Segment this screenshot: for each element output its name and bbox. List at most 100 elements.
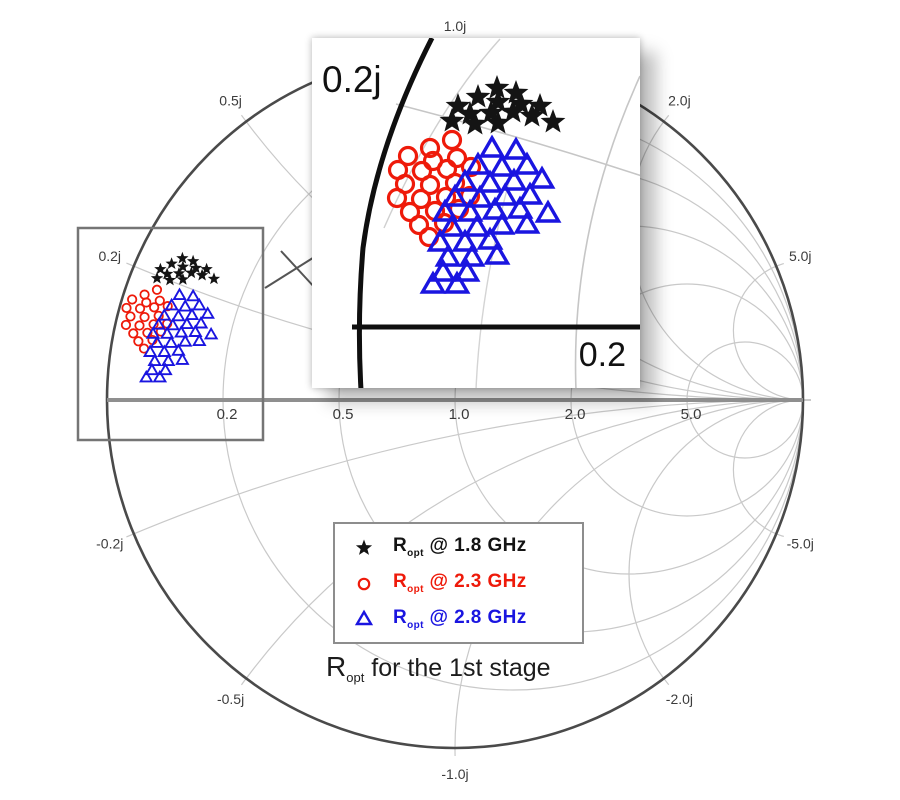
triangle-marker	[513, 210, 541, 234]
reactance-tick-label: 0.2j	[98, 248, 121, 264]
inset-points-circle	[386, 129, 482, 248]
triangle-marker	[200, 306, 215, 319]
triangle-marker	[464, 151, 492, 175]
star-marker	[176, 260, 190, 272]
circle-marker	[446, 147, 468, 169]
circle-marker	[386, 187, 408, 209]
triangle-marker	[185, 288, 201, 302]
triangle-marker	[161, 353, 176, 367]
star-marker	[485, 89, 511, 113]
triangle-marker	[453, 258, 481, 282]
triangle-marker	[157, 344, 172, 357]
star-marker	[176, 251, 189, 264]
circle-marker	[127, 294, 138, 305]
circle-marker	[357, 577, 371, 591]
triangle-marker	[488, 211, 516, 235]
triangle-marker	[144, 362, 160, 376]
main-points-triangle	[139, 287, 219, 383]
caption-r: R	[326, 651, 347, 682]
triangle-marker	[438, 213, 466, 237]
circle-marker	[121, 302, 132, 314]
triangle-marker	[171, 308, 186, 322]
circle-marker	[134, 303, 146, 314]
triangle-marker	[163, 335, 179, 348]
inset-grid-arc	[475, 169, 513, 388]
triangle-marker	[149, 335, 165, 348]
circle-marker	[125, 311, 136, 322]
triangle-marker	[419, 270, 447, 294]
star-marker	[519, 103, 545, 127]
circle-marker	[410, 188, 432, 210]
inset-points-triangle	[419, 134, 562, 294]
triangle-marker	[157, 308, 172, 321]
triangle-marker	[165, 317, 180, 331]
legend-marker-triangle-icon	[335, 607, 393, 631]
circle-marker	[134, 320, 145, 331]
circle-marker	[419, 137, 441, 159]
caption-text: for the 1st stage	[364, 654, 551, 682]
circle-marker	[149, 302, 160, 313]
star-marker	[484, 75, 510, 99]
star-marker	[485, 110, 511, 134]
triangle-marker	[516, 181, 544, 205]
star-marker	[508, 91, 534, 115]
triangle-marker	[431, 198, 459, 222]
triangle-marker	[179, 316, 195, 330]
triangle-marker	[426, 228, 454, 252]
star-marker	[465, 84, 491, 108]
reactance-tick-label: -0.2j	[96, 536, 123, 552]
main-points-star	[150, 251, 221, 286]
triangle-marker	[463, 213, 491, 237]
legend-label-2-3ghz: Ropt @ 2.3 GHz	[393, 571, 527, 595]
star-marker	[478, 100, 504, 124]
triangle-marker	[481, 196, 509, 220]
real-tick-label: 1.0	[449, 406, 470, 423]
real-tick-label: 5.0	[681, 406, 702, 423]
star-marker	[355, 539, 373, 555]
star-marker	[500, 99, 526, 123]
circle-marker	[154, 295, 165, 306]
star-marker	[160, 267, 174, 280]
triangle-marker	[164, 297, 179, 311]
reactance-tick-label: 0.5j	[219, 93, 242, 109]
star-marker	[150, 271, 164, 284]
triangle-marker	[354, 609, 374, 626]
triangle-marker	[172, 287, 187, 301]
legend-marker-star-icon	[335, 535, 393, 559]
star-marker	[207, 272, 221, 285]
legend-row-1: Ropt @ 2.3 GHz	[335, 566, 582, 600]
circle-marker	[408, 214, 430, 236]
star-marker	[503, 80, 529, 104]
reactance-tick-label: 1.0j	[444, 18, 467, 34]
reactance-tick-label: 5.0j	[789, 248, 812, 264]
zoom-leader-line	[264, 255, 317, 289]
triangle-marker	[451, 228, 479, 252]
circle-marker	[151, 284, 163, 295]
triangle-marker	[159, 326, 175, 339]
triangle-marker	[174, 325, 189, 338]
legend-label-1-8ghz: Ropt @ 1.8 GHz	[393, 535, 527, 559]
zoom-inset: 0.2j 0.2	[312, 38, 640, 388]
reactance-tick-label: -5.0j	[787, 536, 814, 552]
triangle-marker	[171, 343, 186, 356]
zoom-inset-canvas: 0.2j 0.2	[322, 38, 640, 388]
legend: Ropt @ 1.8 GHz Ropt @ 2.3 GHz Ropt @ 2.8…	[333, 522, 584, 644]
inset-grid-arc	[395, 103, 640, 177]
inset-resistance-label: 0.2	[579, 336, 626, 374]
real-tick-label: 2.0	[565, 406, 586, 423]
star-marker	[154, 262, 167, 275]
triangle-marker	[151, 317, 166, 330]
star-marker	[457, 101, 483, 125]
triangle-marker	[158, 362, 173, 376]
triangle-marker	[177, 334, 193, 347]
star-marker	[186, 254, 200, 267]
triangle-marker	[145, 326, 161, 339]
triangle-marker	[528, 165, 556, 189]
reactance-tick-label: -0.5j	[217, 691, 244, 707]
triangle-marker	[203, 326, 219, 340]
triangle-marker	[152, 369, 168, 383]
circle-marker	[128, 328, 139, 339]
triangle-marker	[192, 333, 207, 347]
circle-marker	[397, 145, 419, 167]
